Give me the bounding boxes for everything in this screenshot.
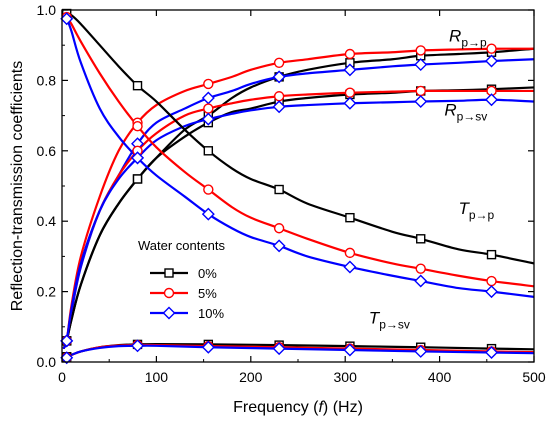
marker-tp-to-p-10pct-6 bbox=[485, 285, 499, 299]
legend-marker-5pct bbox=[163, 287, 175, 299]
marker-rp-to-sv-10pct-5 bbox=[414, 95, 428, 109]
annotation-t-p-to-p: Tp→p bbox=[458, 199, 494, 222]
marker-rp-to-sv-0pct-1 bbox=[132, 174, 143, 184]
marker-tp-to-p-10pct-1 bbox=[131, 151, 145, 165]
x-tick-label-3: 300 bbox=[334, 369, 358, 385]
legend-marker-0pct bbox=[164, 268, 174, 278]
marker-tp-to-p-0pct-3 bbox=[274, 184, 284, 195]
marker-tp-to-p-0pct-6 bbox=[486, 249, 497, 260]
marker-tp-to-sv-10pct-3 bbox=[272, 342, 286, 356]
x-axis-title-variable: f bbox=[318, 399, 324, 416]
marker-tp-to-p-10pct-0 bbox=[60, 12, 74, 26]
curve-annotations: Rp→p Rp→sv Tp→p Tp→sv bbox=[369, 27, 495, 332]
y-tick-label-0: 0.0 bbox=[37, 354, 57, 370]
marker-tp-to-sv-10pct-5 bbox=[414, 344, 428, 358]
x-axis-title: Frequency (f) (Hz) bbox=[233, 399, 363, 416]
y-tick-label-5: 1.0 bbox=[37, 2, 57, 18]
marker-tp-to-p-10pct-3 bbox=[272, 239, 286, 253]
marker-rp-to-p-5pct-5 bbox=[415, 45, 426, 56]
marker-rp-to-sv-5pct-4 bbox=[344, 87, 356, 98]
x-axis-title-part-1: Frequency ( bbox=[233, 399, 319, 416]
marker-rp-to-sv-10pct-2 bbox=[201, 112, 215, 126]
legend-label-10pct: 10% bbox=[198, 306, 224, 321]
annotation-r-p-to-sv: Rp→sv bbox=[444, 101, 487, 124]
marker-tp-to-p-10pct-2 bbox=[201, 207, 215, 221]
axes: 0 100 200 300 400 500 0.0 0.2 0.4 0.6 0.8 1.0 bbox=[37, 2, 546, 385]
marker-rp-to-p-10pct-6 bbox=[485, 54, 499, 68]
marker-rp-to-sv-5pct-2 bbox=[203, 103, 214, 114]
marker-tp-to-sv-10pct-6 bbox=[485, 346, 499, 359]
curve-rp-to-sv-10pct bbox=[62, 98, 534, 350]
marker-tp-to-sv-10pct-4 bbox=[343, 343, 357, 357]
data-curves bbox=[62, 12, 534, 360]
y-tick-label-1: 0.2 bbox=[37, 284, 57, 300]
x-tick-label-5: 500 bbox=[522, 369, 546, 385]
marker-tp-to-p-5pct-1 bbox=[132, 120, 143, 132]
marker-tp-to-p-10pct-5 bbox=[414, 274, 428, 288]
x-tick-label-0: 0 bbox=[58, 369, 66, 385]
marker-rp-to-p-10pct-5 bbox=[414, 58, 428, 72]
curve-tp-to-p-0pct bbox=[62, 12, 534, 265]
marker-rp-to-p-5pct-4 bbox=[344, 48, 356, 60]
marker-rp-to-p-5pct-2 bbox=[203, 78, 214, 90]
marker-rp-to-p-10pct-4 bbox=[343, 63, 357, 77]
marker-tp-to-sv-10pct-1 bbox=[131, 339, 145, 353]
annotation-r-p-to-p: Rp→p bbox=[449, 27, 487, 50]
marker-rp-to-p-5pct-3 bbox=[273, 57, 285, 68]
legend-marker-10pct bbox=[162, 306, 176, 320]
y-tick-label-4: 0.8 bbox=[37, 72, 57, 88]
marker-rp-to-sv-10pct-6 bbox=[485, 93, 499, 107]
marker-tp-to-p-5pct-4 bbox=[344, 247, 356, 259]
marker-rp-to-p-10pct-2 bbox=[201, 91, 215, 105]
y-axis-title: Reflection-transmission coefficients bbox=[9, 61, 26, 311]
y-tick-label-2: 0.4 bbox=[37, 213, 57, 229]
marker-rp-to-sv-10pct-4 bbox=[343, 96, 357, 110]
x-tick-label-2: 200 bbox=[239, 369, 263, 385]
marker-rp-to-p-10pct-3 bbox=[272, 70, 286, 84]
marker-tp-to-sv-10pct-2 bbox=[201, 340, 215, 354]
marker-rp-to-sv-10pct-0 bbox=[60, 334, 74, 348]
data-markers bbox=[60, 8, 499, 365]
marker-tp-to-p-0pct-1 bbox=[132, 80, 143, 91]
legend-title: Water contents bbox=[138, 238, 225, 253]
annotation-t-p-to-sv: Tp→sv bbox=[369, 308, 410, 331]
marker-tp-to-p-0pct-2 bbox=[203, 146, 214, 156]
y-tick-label-3: 0.6 bbox=[37, 143, 57, 159]
legend-label-5pct: 5% bbox=[198, 286, 217, 301]
marker-rp-to-sv-5pct-3 bbox=[273, 91, 285, 102]
legend-label-0pct: 0% bbox=[198, 266, 217, 281]
marker-tp-to-p-5pct-2 bbox=[203, 184, 214, 195]
marker-rp-to-sv-5pct-5 bbox=[415, 85, 426, 97]
marker-tp-to-p-5pct-3 bbox=[273, 223, 285, 234]
marker-rp-to-p-5pct-6 bbox=[486, 43, 497, 54]
x-axis-title-part-2: ) (Hz) bbox=[323, 399, 363, 416]
x-tick-label-1: 100 bbox=[145, 369, 169, 385]
marker-tp-to-p-5pct-5 bbox=[415, 263, 426, 274]
marker-tp-to-p-5pct-6 bbox=[486, 275, 497, 287]
legend: Water contents 0% 5% 10% bbox=[138, 238, 225, 321]
marker-tp-to-p-0pct-5 bbox=[416, 234, 426, 244]
marker-tp-to-p-0pct-4 bbox=[345, 212, 355, 223]
x-tick-label-4: 400 bbox=[428, 369, 452, 385]
marker-rp-to-sv-10pct-3 bbox=[272, 100, 286, 114]
marker-tp-to-p-10pct-4 bbox=[343, 260, 357, 274]
marker-tp-to-sv-10pct-0 bbox=[60, 351, 74, 365]
